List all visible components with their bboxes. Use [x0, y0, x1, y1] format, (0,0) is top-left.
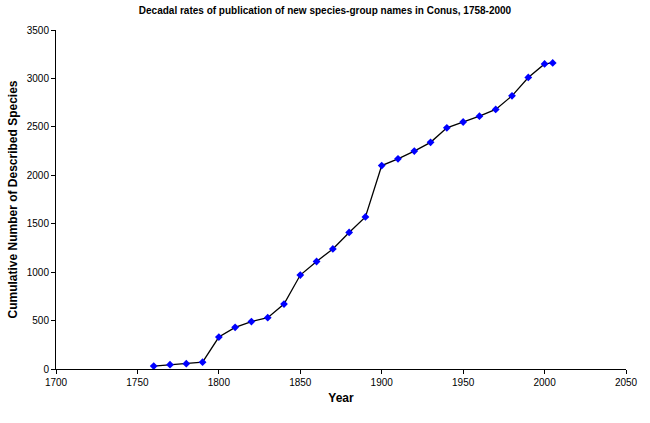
svg-text:2000: 2000	[27, 170, 50, 181]
svg-text:Year: Year	[328, 391, 354, 405]
svg-text:0: 0	[43, 364, 49, 375]
svg-text:1500: 1500	[27, 218, 50, 229]
svg-text:1000: 1000	[27, 267, 50, 278]
svg-text:1900: 1900	[371, 377, 394, 388]
svg-text:1850: 1850	[289, 377, 312, 388]
svg-text:2500: 2500	[27, 121, 50, 132]
svg-text:3500: 3500	[27, 25, 50, 36]
svg-text:500: 500	[32, 315, 49, 326]
svg-text:1700: 1700	[45, 377, 68, 388]
svg-text:Cumulative Number of Described: Cumulative Number of Described Species	[6, 80, 20, 318]
svg-text:3000: 3000	[27, 73, 50, 84]
svg-text:2000: 2000	[533, 377, 556, 388]
svg-text:1950: 1950	[452, 377, 475, 388]
svg-text:Decadal rates of publication o: Decadal rates of publication of new spec…	[139, 5, 512, 16]
svg-text:1750: 1750	[126, 377, 149, 388]
svg-text:1800: 1800	[208, 377, 231, 388]
svg-text:2050: 2050	[615, 377, 638, 388]
